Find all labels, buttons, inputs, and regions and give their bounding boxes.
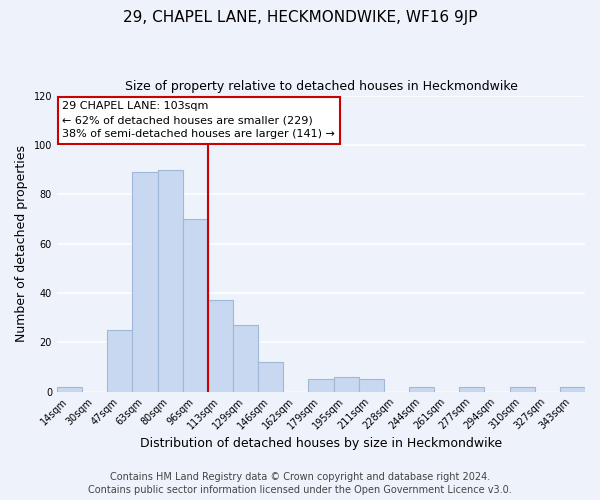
Bar: [158, 170, 182, 392]
Bar: [359, 379, 384, 392]
Title: Size of property relative to detached houses in Heckmondwike: Size of property relative to detached ho…: [125, 80, 517, 93]
Text: 29, CHAPEL LANE, HECKMONDWIKE, WF16 9JP: 29, CHAPEL LANE, HECKMONDWIKE, WF16 9JP: [123, 10, 477, 25]
Text: 29 CHAPEL LANE: 103sqm
← 62% of detached houses are smaller (229)
38% of semi-de: 29 CHAPEL LANE: 103sqm ← 62% of detached…: [62, 102, 335, 140]
Bar: [409, 386, 434, 392]
Bar: [560, 386, 585, 392]
Bar: [334, 377, 359, 392]
Bar: [233, 325, 258, 392]
Bar: [182, 219, 208, 392]
Bar: [308, 379, 334, 392]
Text: Contains HM Land Registry data © Crown copyright and database right 2024.
Contai: Contains HM Land Registry data © Crown c…: [88, 472, 512, 495]
Bar: [208, 300, 233, 392]
Bar: [509, 386, 535, 392]
Bar: [107, 330, 133, 392]
Bar: [133, 172, 158, 392]
X-axis label: Distribution of detached houses by size in Heckmondwike: Distribution of detached houses by size …: [140, 437, 502, 450]
Y-axis label: Number of detached properties: Number of detached properties: [15, 145, 28, 342]
Bar: [459, 386, 484, 392]
Bar: [258, 362, 283, 392]
Bar: [57, 386, 82, 392]
